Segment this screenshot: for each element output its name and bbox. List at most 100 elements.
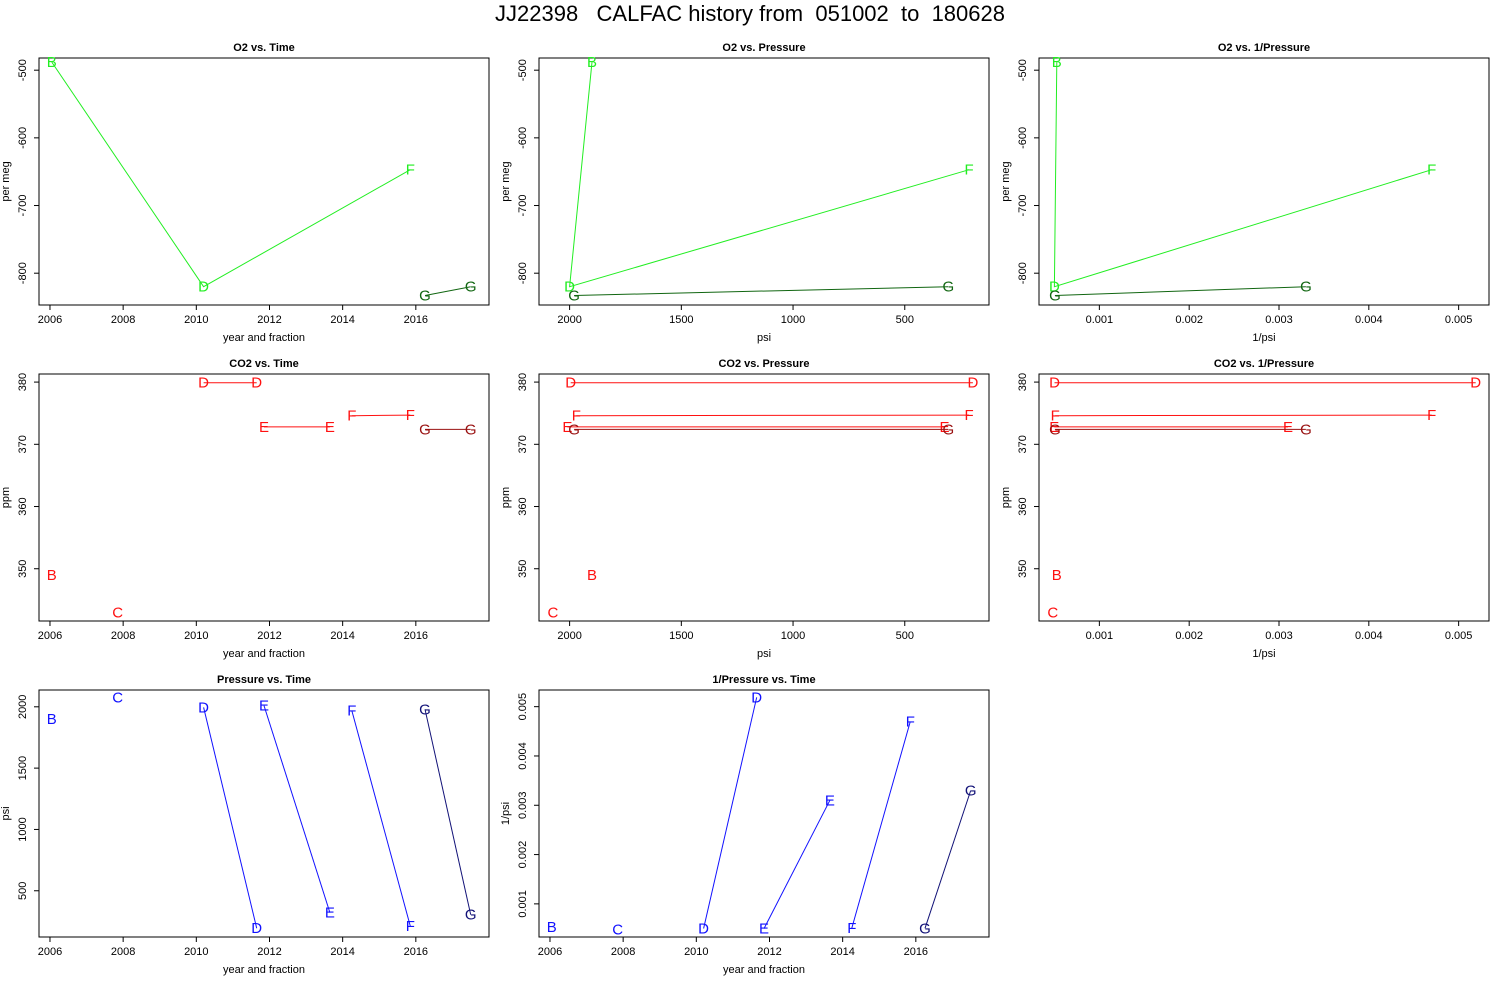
y-tick-label: 350 xyxy=(517,560,529,578)
x-tick-label: 0.005 xyxy=(1445,314,1473,326)
y-tick-label: -500 xyxy=(517,59,529,81)
y-tick-label: -600 xyxy=(517,127,529,149)
series-line xyxy=(569,62,970,288)
data-point-marker: C xyxy=(547,604,558,621)
x-tick-label: 2006 xyxy=(38,314,62,326)
chart-title: O2 vs. Time xyxy=(233,42,295,54)
data-point-marker: F xyxy=(1427,407,1436,424)
data-point-marker: B xyxy=(587,54,597,71)
data-point-marker: D xyxy=(1049,375,1060,392)
data-point-marker: G xyxy=(568,288,580,305)
data-point-marker: B xyxy=(47,567,57,584)
series-line xyxy=(851,721,911,929)
y-tick-label: -700 xyxy=(517,195,529,217)
data-point-marker: F xyxy=(965,407,974,424)
data-point-marker: F xyxy=(572,408,581,425)
data-point-marker: G xyxy=(919,920,931,937)
data-point-marker: D xyxy=(564,279,575,296)
plot-frame xyxy=(538,373,990,622)
plot-frame xyxy=(1038,57,1490,306)
x-tick-label: 0.001 xyxy=(1086,630,1114,642)
x-axis-label: year and fraction xyxy=(223,648,305,660)
series-line xyxy=(703,697,758,929)
x-tick-label: 2010 xyxy=(184,630,208,642)
data-point-marker: F xyxy=(1427,162,1436,179)
chart-panel: CO2 vs. Time 2006 2008 2010 2012 2014 2016 350 3… xyxy=(0,358,490,660)
data-point-marker: G xyxy=(419,288,431,305)
data-point-marker: D xyxy=(251,920,262,937)
y-axis-label: per meg xyxy=(500,161,512,201)
x-tick-label: 0.004 xyxy=(1355,314,1383,326)
x-tick-label: 2014 xyxy=(330,946,354,958)
y-axis-label: ppm xyxy=(0,487,12,508)
x-tick-label: 2008 xyxy=(611,946,635,958)
x-tick-label: 2014 xyxy=(330,630,354,642)
x-tick-label: 2012 xyxy=(257,630,281,642)
chart-panel: O2 vs. Time 2006 2008 2010 2012 2014 2016 -800 -… xyxy=(0,42,490,344)
data-point-marker: G xyxy=(465,421,477,438)
y-axis-label: ppm xyxy=(500,487,512,508)
x-tick-label: 2008 xyxy=(111,314,135,326)
x-tick-label: 2006 xyxy=(38,630,62,642)
data-point-marker: G xyxy=(1049,288,1061,305)
data-point-marker: E xyxy=(939,419,949,436)
series-line xyxy=(1053,62,1432,288)
x-tick-label: 500 xyxy=(896,314,914,326)
y-axis-label: psi xyxy=(0,806,12,820)
x-tick-label: 2016 xyxy=(404,946,428,958)
x-axis-label: 1/psi xyxy=(1252,648,1275,660)
chart-panel: CO2 vs. Pressure 2000 1500 1000 500 350 360 370… xyxy=(500,358,990,660)
data-point-marker: G xyxy=(965,783,977,800)
y-tick-label: 0.001 xyxy=(517,890,529,918)
y-tick-label: -800 xyxy=(1017,262,1029,284)
y-tick-label: -600 xyxy=(1017,127,1029,149)
series-line xyxy=(574,286,949,296)
series-line xyxy=(351,710,411,927)
plot-frame xyxy=(38,689,490,938)
x-tick-label: 0.003 xyxy=(1265,630,1293,642)
data-point-marker: D xyxy=(251,375,262,392)
data-point-marker: B xyxy=(47,54,57,71)
data-point-marker: G xyxy=(465,279,477,296)
series-line xyxy=(203,707,258,929)
data-point-marker: E xyxy=(825,792,835,809)
chart-panel: O2 vs. Pressure 2000 1500 1000 500 -800 -700 -6… xyxy=(500,42,990,344)
series-line xyxy=(351,414,411,417)
x-tick-label: 0.005 xyxy=(1445,630,1473,642)
data-point-marker: G xyxy=(1049,421,1061,438)
y-tick-label: 0.005 xyxy=(517,693,529,721)
data-point-marker: G xyxy=(419,421,431,438)
y-tick-label: 2000 xyxy=(17,695,29,719)
data-point-marker: C xyxy=(612,921,623,938)
data-point-marker: D xyxy=(698,921,709,938)
x-tick-label: 2006 xyxy=(38,946,62,958)
y-tick-label: 0.004 xyxy=(517,742,529,770)
chart-title: CO2 vs. Pressure xyxy=(718,358,809,370)
y-tick-label: 380 xyxy=(1017,373,1029,391)
chart-title: CO2 vs. 1/Pressure xyxy=(1214,358,1314,370)
data-point-marker: E xyxy=(325,419,335,436)
chart-title: O2 vs. 1/Pressure xyxy=(1218,42,1310,54)
data-point-marker: D xyxy=(967,375,978,392)
data-point-marker: E xyxy=(1283,419,1293,436)
plot-frame xyxy=(538,57,990,306)
y-axis-label: ppm xyxy=(1000,487,1012,508)
x-axis-label: psi xyxy=(757,648,771,660)
data-point-marker: B xyxy=(47,711,57,728)
chart-panel: Pressure vs. Time 2006 2008 2010 2012 2014 201… xyxy=(0,674,490,976)
data-point-marker: D xyxy=(751,689,762,706)
data-point-marker: F xyxy=(406,407,415,424)
data-point-marker: E xyxy=(259,698,269,715)
x-tick-label: 2000 xyxy=(557,630,581,642)
x-tick-label: 1000 xyxy=(781,630,805,642)
x-tick-label: 1500 xyxy=(669,314,693,326)
y-tick-label: 380 xyxy=(17,373,29,391)
x-tick-label: 0.002 xyxy=(1175,630,1203,642)
data-point-marker: F xyxy=(1051,408,1060,425)
series-line xyxy=(424,709,472,915)
x-tick-label: 1000 xyxy=(781,314,805,326)
y-tick-label: 350 xyxy=(17,560,29,578)
x-tick-label: 2014 xyxy=(830,946,854,958)
data-point-marker: B xyxy=(587,567,597,584)
x-axis-label: year and fraction xyxy=(723,964,805,976)
